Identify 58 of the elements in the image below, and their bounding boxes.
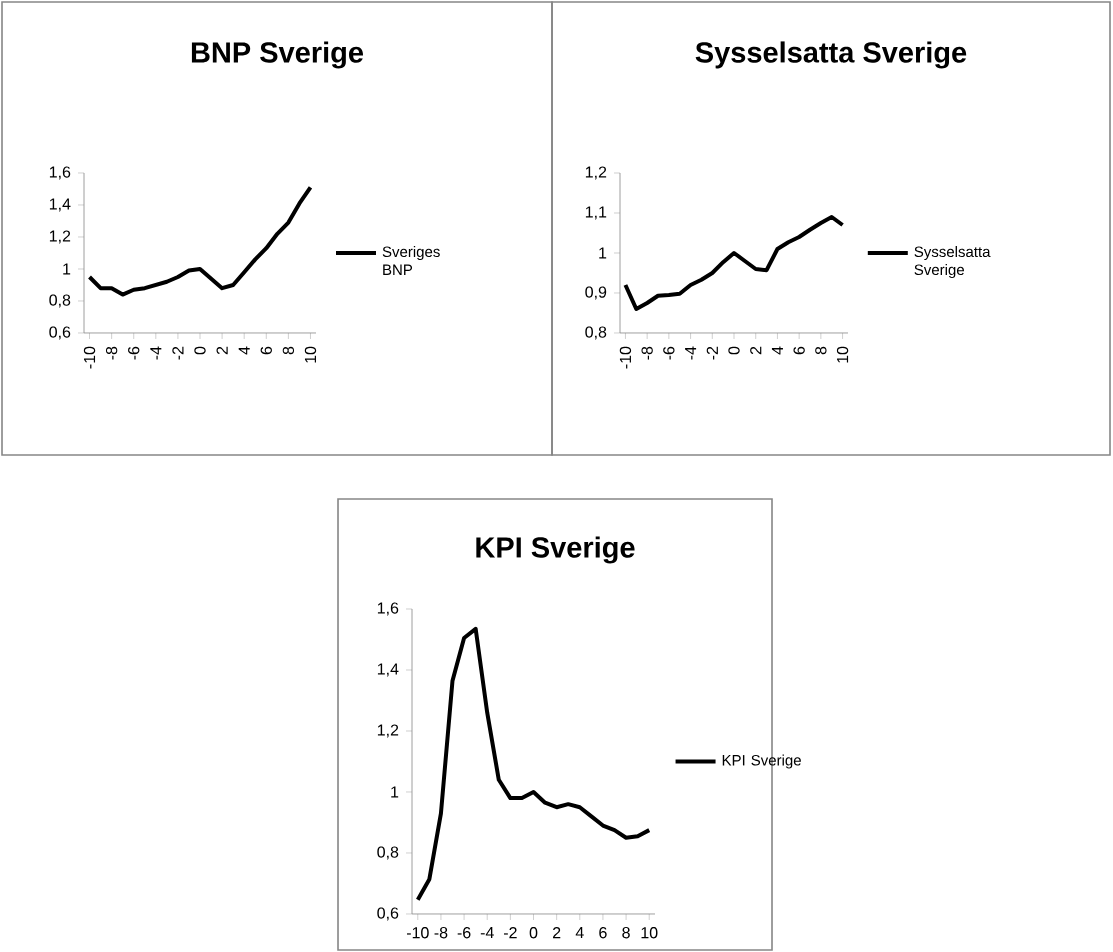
x-tick-label: -2 [503,927,517,939]
x-tick-label: 10 [836,346,849,363]
x-tick-label: 2 [553,927,561,939]
line-series [623,214,845,311]
x-tick-label: -8 [434,927,448,939]
x-tick-label: 6 [793,346,805,355]
x-tick-label: -10 [406,927,429,939]
x-tick-label: 4 [771,346,783,355]
y-tick-label: 1,2 [49,230,71,244]
y-tick-label: 1,2 [377,724,399,738]
x-tick-label: 0 [194,346,206,355]
y-tick-label: 1,2 [585,166,607,180]
y-tick-label: 0,9 [585,286,607,300]
x-tick-label: 4 [238,346,250,355]
x-tick-label: 2 [750,346,762,355]
x-tick-label: -6 [663,346,675,360]
x-tick-label: -2 [172,346,184,360]
legend-label: Sysselsatta Sverige [914,246,991,279]
x-tick-label: 10 [304,346,317,363]
y-tick-label: 1 [63,263,71,275]
x-tick-label: -4 [685,346,697,360]
y-tick-label: 0,8 [49,294,71,308]
x-tick-label: 0 [529,927,538,939]
x-tick-label: 2 [216,346,228,355]
legend-label: Sveriges BNP [382,246,440,275]
x-tick-label: -2 [706,346,718,360]
x-tick-label: -6 [457,927,471,939]
x-tick-label: -6 [128,346,140,360]
x-tick-label: -4 [480,927,494,939]
x-tick-label: -10 [619,346,632,369]
x-tick-label: -10 [83,346,96,369]
y-tick-label: 1,1 [585,206,607,220]
y-tick-label: 0,6 [49,326,71,340]
x-tick-label: -8 [641,346,653,360]
x-tick-label: -4 [150,346,162,360]
y-tick-label: 1,4 [377,663,399,677]
y-tick-label: 1,6 [49,166,71,180]
y-tick-label: 0,8 [377,846,399,860]
y-tick-label: 0,8 [585,326,607,340]
chart-title: KPI Sverige [476,536,635,564]
y-tick-label: 1,4 [49,198,71,212]
x-tick-label: 6 [599,927,607,939]
x-tick-label: 4 [575,927,584,939]
y-tick-label: 1 [599,247,607,259]
x-tick-label: 6 [260,346,272,355]
y-tick-label: 0,6 [377,907,399,921]
x-tick-label: 10 [641,927,658,939]
x-tick-label: 0 [728,346,740,355]
x-tick-label: 8 [282,346,295,355]
chart-title: Sysselsatta Sverige [695,41,967,69]
legend-label: KPI Sverige [722,754,801,769]
x-tick-label: -8 [105,346,118,360]
x-tick-label: 8 [815,346,827,355]
y-tick-label: 1,6 [377,602,399,616]
x-tick-label: 8 [622,927,630,939]
line-series [415,626,652,902]
y-tick-label: 1 [391,786,399,798]
chart-title: BNP Sverige [191,41,364,69]
